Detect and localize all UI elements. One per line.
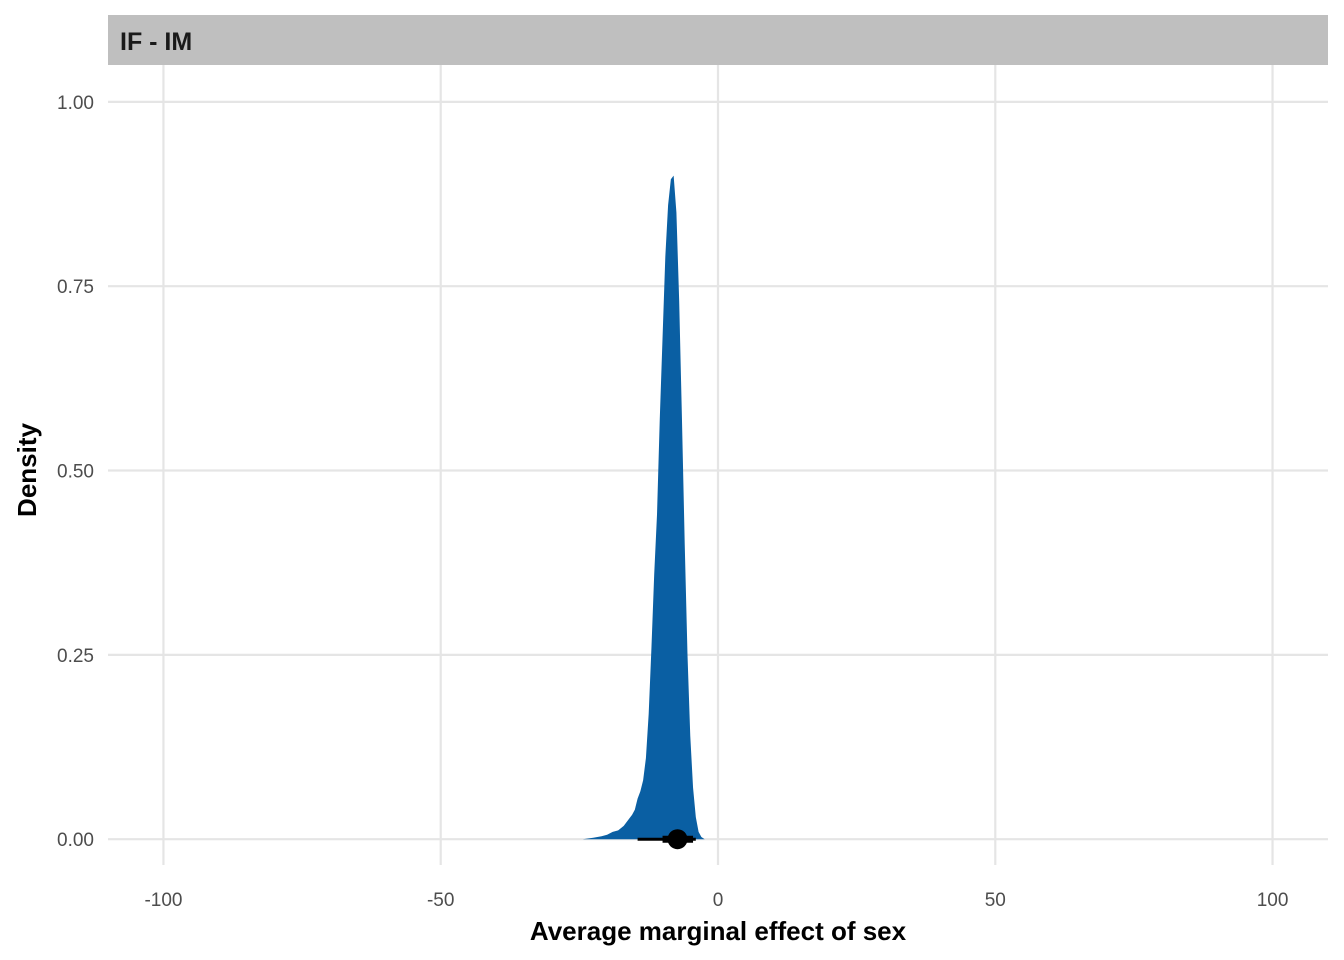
x-axis-title: Average marginal effect of sex (530, 916, 907, 946)
point-estimate (667, 829, 688, 850)
x-tick-label: -50 (427, 890, 454, 911)
y-tick-label: 1.00 (57, 93, 94, 114)
x-tick-label: 0 (713, 890, 724, 911)
y-tick-label: 0.25 (57, 646, 94, 667)
x-tick-label: 50 (985, 890, 1006, 911)
facet-strip (108, 15, 1328, 65)
y-tick-label: 0.00 (57, 830, 94, 851)
x-tick-label: -100 (144, 890, 182, 911)
y-tick-label: 0.50 (57, 462, 94, 483)
y-axis-title: Density (12, 423, 42, 517)
facet-label: IF - IM (120, 28, 192, 56)
gridlines (108, 65, 1328, 865)
y-axis-ticks: 0.00 0.25 0.50 0.75 1.00 (57, 93, 94, 851)
density-area (582, 175, 705, 840)
x-tick-label: 100 (1257, 890, 1289, 911)
x-axis-ticks: -100 -50 0 50 100 (144, 890, 1288, 911)
y-tick-label: 0.75 (57, 277, 94, 298)
